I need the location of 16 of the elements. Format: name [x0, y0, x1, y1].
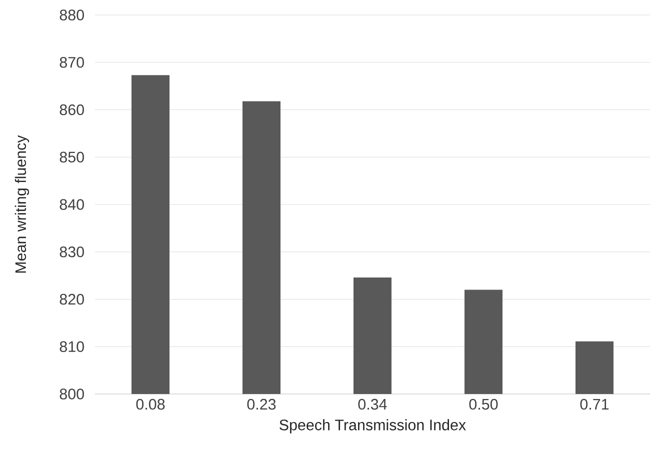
x-tick-label: 0.71: [580, 398, 609, 410]
x-tick-label: 0.50: [469, 398, 498, 410]
y-tick-label: 870: [60, 57, 84, 68]
y-tick-label: 800: [60, 388, 84, 400]
y-tick-label: 880: [60, 10, 84, 20]
x-tick-label: 0.34: [358, 398, 387, 410]
y-tick-label: 840: [60, 199, 84, 210]
y-tick-label: 830: [60, 246, 84, 258]
y-tick-label: 810: [60, 341, 84, 352]
x-tick-label: 0.23: [247, 398, 276, 410]
x-axis-title: Speech Transmission Index: [280, 419, 466, 434]
y-tick-label: 850: [60, 152, 84, 163]
y-axis-title: Mean writing fluency: [14, 135, 30, 273]
y-tick-label: 820: [60, 294, 84, 305]
y-tick-label: 860: [60, 104, 84, 116]
x-tick-label: 0.08: [136, 398, 165, 410]
